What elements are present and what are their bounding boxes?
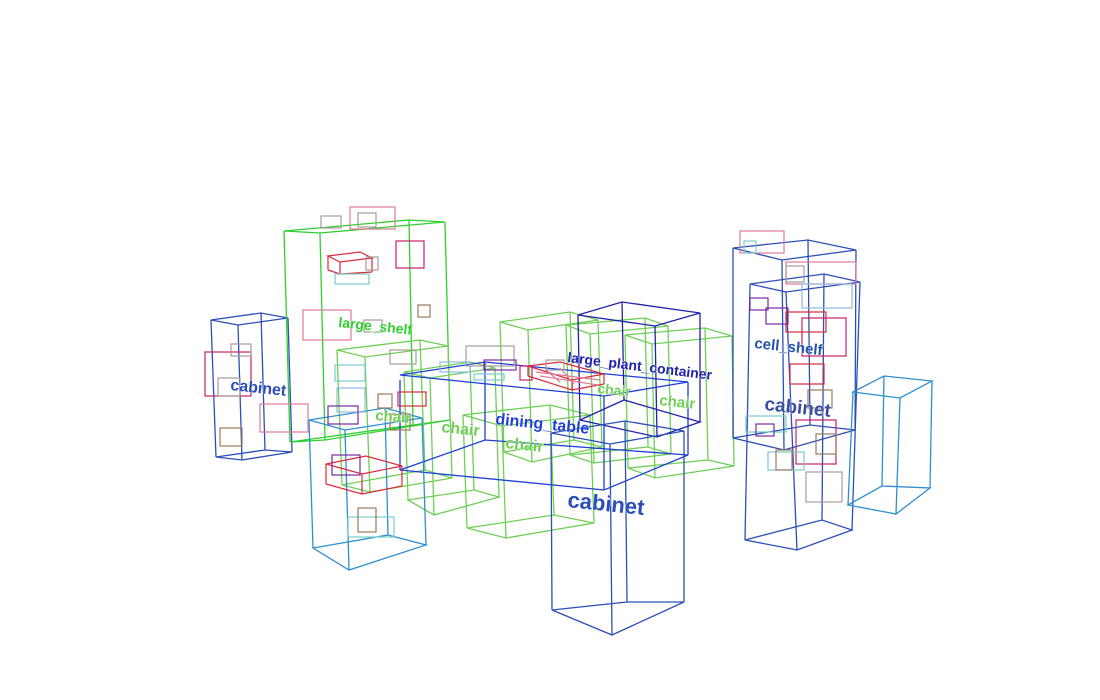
box-chair-right-a [565,317,672,464]
small-box [334,364,366,382]
small-box [789,363,825,385]
small-box [320,215,342,229]
small-box [767,451,805,471]
box-cabinet-center [550,420,685,636]
small-box [535,367,601,386]
label-cabinet-center: cabinet [566,487,646,520]
small-box [545,359,565,371]
small-box [483,359,517,371]
small-box [785,261,857,285]
small-objects [204,206,857,538]
small-box [365,256,379,271]
small-box [439,361,471,373]
small-box [785,311,827,333]
small-box [807,389,833,409]
small-box [395,240,425,269]
small-box [363,319,383,333]
small-box [259,403,309,433]
small-box [745,415,787,433]
small-box [417,304,431,318]
small-box [389,349,417,365]
small-box [755,423,775,437]
labels: cabinet large_shelf chair chair chair ch… [229,314,833,521]
label-chair-1: chair [375,407,412,427]
box-chair-mid-left [403,361,502,516]
small-box [765,307,789,325]
label-chair-5: chair [659,392,697,413]
label-chair-3: chair [505,435,545,456]
small-box [349,206,396,230]
label-large-shelf: large_shelf [338,314,414,338]
small-box [397,391,427,407]
small-box [377,393,393,409]
label-cabinet-right: cabinet [763,394,832,422]
small-box [743,240,757,254]
small-box [785,265,805,283]
small-box [347,516,395,538]
small-box [815,433,837,455]
small-box [465,345,515,367]
small-box [219,427,243,447]
small-box [775,449,793,471]
small-box [325,251,375,275]
label-cell-shelf: cell_shelf [754,335,825,359]
small-box [389,413,411,431]
label-dining-table: dining_table [495,411,591,438]
small-box [217,377,241,397]
small-box [357,212,377,228]
box-cabinet-far-right [846,375,935,515]
box-cabinet-left [210,312,293,461]
small-box [327,405,359,425]
small-box [805,471,843,503]
small-box [473,373,505,381]
small-box [527,361,605,391]
label-chair-2: chair [441,419,481,440]
small-box [331,454,361,476]
small-box [801,283,853,309]
small-box [739,230,785,254]
box-chair-left [336,339,453,493]
small-box [325,455,403,495]
small-box [302,309,352,341]
box-cabinet-left-front [308,407,429,571]
small-box [336,387,366,413]
small-box [519,365,533,381]
box-large-shelf [283,219,451,443]
small-box [357,507,377,533]
label-cabinet-left: cabinet [230,377,288,400]
small-box [230,343,252,357]
small-box [801,317,847,357]
label-chair-4: chair [597,380,632,399]
box-cabinet-right [744,273,861,551]
small-box [334,273,370,285]
small-box [749,297,769,311]
